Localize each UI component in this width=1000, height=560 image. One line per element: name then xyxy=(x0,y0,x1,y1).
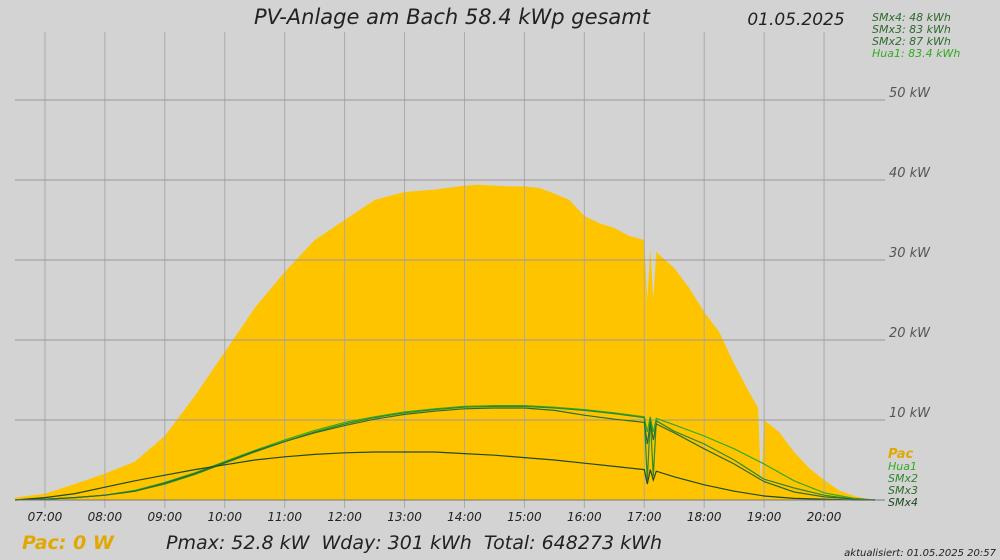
energy-legend-item: SMx4: 48 kWh xyxy=(872,11,951,24)
x-tick-label: 11:00 xyxy=(267,510,302,524)
pac-current-value: Pac: 0 W xyxy=(22,532,115,554)
axis-layer: 07:00 08:00 09:00 10:00 11:00 12:00 13:00 14:00… xyxy=(15,86,931,524)
x-tick-label: 20:00 xyxy=(807,510,842,524)
energy-legend-item: SMx3: 83 kWh xyxy=(872,23,951,36)
series-line-smx3 xyxy=(14,407,876,501)
series-legend-item: Pac xyxy=(888,447,913,462)
grid-layer xyxy=(15,32,885,508)
x-tick-label: 13:00 xyxy=(387,510,422,524)
chart-date: 01.05.2025 xyxy=(747,10,844,30)
y-tick-label: 10 kW xyxy=(889,406,931,421)
pac-area xyxy=(15,184,875,501)
x-tick-label: 14:00 xyxy=(447,510,482,524)
x-tick-label: 12:00 xyxy=(327,510,362,524)
y-tick-label: 20 kW xyxy=(889,326,931,341)
x-tick-label: 08:00 xyxy=(88,510,123,524)
series-line-hua1 xyxy=(14,405,876,501)
x-tick-label: 17:00 xyxy=(627,510,662,524)
series-legend-item: SMx3 xyxy=(888,484,918,497)
energy-legend-item: SMx2: 87 kWh xyxy=(872,35,951,48)
chart-title: PV-Anlage am Bach 58.4 kWp gesamt xyxy=(254,5,651,29)
energy-legend-item: Hua1: 83.4 kWh xyxy=(872,47,960,60)
stats-summary: Pmax: 52.8 kW Wday: 301 kWh Total: 64827… xyxy=(166,532,662,554)
x-tick-label: 15:00 xyxy=(507,510,542,524)
line-layer xyxy=(14,405,876,501)
series-line-smx4 xyxy=(14,451,875,501)
x-tick-label: 16:00 xyxy=(567,510,602,524)
last-updated: aktualisiert: 01.05.2025 20:57 xyxy=(844,548,996,559)
x-tick-label: 10:00 xyxy=(207,510,242,524)
x-tick-label: 19:00 xyxy=(747,510,782,524)
y-tick-label: 50 kW xyxy=(889,86,931,101)
series-line-smx2 xyxy=(14,405,876,501)
x-tick-label: 07:00 xyxy=(28,510,63,524)
series-legend-item: SMx4 xyxy=(888,496,918,509)
x-tick-label: 09:00 xyxy=(148,510,183,524)
y-tick-label: 30 kW xyxy=(889,246,931,261)
series-legend-item: SMx2 xyxy=(888,472,918,485)
area-layer xyxy=(15,184,875,501)
y-tick-label: 40 kW xyxy=(889,166,931,181)
x-tick-label: 18:00 xyxy=(687,510,722,524)
series-legend-item: Hua1 xyxy=(888,460,917,473)
